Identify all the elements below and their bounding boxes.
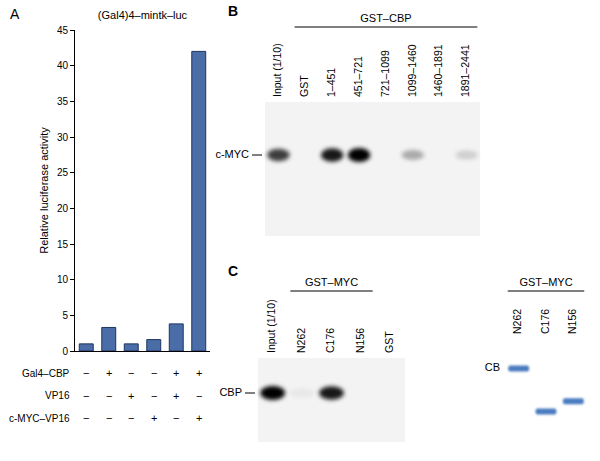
svg-text:−: −	[83, 412, 89, 424]
svg-text:N156: N156	[566, 309, 578, 334]
svg-text:+: +	[196, 367, 202, 379]
svg-text:CB: CB	[485, 361, 500, 373]
svg-text:1–451: 1–451	[325, 68, 337, 97]
svg-text:30: 30	[57, 132, 69, 143]
svg-text:N262: N262	[295, 328, 307, 353]
svg-text:B: B	[228, 3, 238, 19]
svg-text:−: −	[128, 367, 134, 379]
svg-text:c-MYC–VP16: c-MYC–VP16	[9, 413, 70, 424]
svg-text:Gal4–CBP: Gal4–CBP	[22, 368, 70, 379]
svg-text:C176: C176	[324, 328, 336, 353]
svg-text:c-MYC: c-MYC	[215, 148, 249, 160]
svg-text:Input (1/10): Input (1/10)	[271, 43, 283, 97]
svg-text:+: +	[106, 367, 112, 379]
svg-text:+: +	[173, 390, 179, 402]
svg-text:−: −	[151, 390, 157, 402]
svg-text:+: +	[196, 412, 202, 424]
svg-text:GST: GST	[383, 331, 395, 353]
svg-text:GST–MYC: GST–MYC	[519, 276, 572, 288]
svg-text:VP16: VP16	[45, 390, 70, 401]
svg-text:721–1099: 721–1099	[379, 50, 391, 97]
svg-text:GST: GST	[298, 75, 310, 97]
svg-text:35: 35	[57, 96, 69, 107]
svg-text:+: +	[151, 412, 157, 424]
svg-text:GST–MYC: GST–MYC	[305, 276, 358, 288]
svg-text:C176: C176	[539, 309, 551, 334]
svg-text:10: 10	[57, 274, 69, 285]
svg-text:1891–2441: 1891–2441	[459, 44, 471, 97]
svg-text:−: −	[196, 390, 202, 402]
svg-text:+: +	[128, 390, 134, 402]
svg-text:20: 20	[57, 203, 69, 214]
svg-text:(Gal4)4–mintk–luc: (Gal4)4–mintk–luc	[98, 9, 188, 21]
svg-text:Input (1/10): Input (1/10)	[265, 299, 277, 353]
svg-text:40: 40	[57, 60, 69, 71]
svg-text:−: −	[83, 390, 89, 402]
svg-text:25: 25	[57, 167, 69, 178]
svg-text:A: A	[10, 6, 20, 22]
svg-text:−: −	[106, 390, 112, 402]
svg-text:451–721: 451–721	[352, 56, 364, 97]
svg-text:N156: N156	[354, 328, 366, 353]
svg-text:+: +	[173, 367, 179, 379]
svg-text:15: 15	[57, 239, 69, 250]
svg-text:C: C	[228, 263, 238, 279]
svg-text:−: −	[173, 412, 179, 424]
svg-text:Relative luciferase activity: Relative luciferase activity	[38, 127, 50, 254]
svg-text:−: −	[151, 367, 157, 379]
svg-text:0: 0	[62, 346, 68, 357]
svg-text:N262: N262	[511, 309, 523, 334]
svg-text:GST–CBP: GST–CBP	[360, 12, 411, 24]
svg-text:45: 45	[57, 25, 69, 36]
svg-text:−: −	[128, 412, 134, 424]
svg-text:5: 5	[62, 310, 68, 321]
svg-text:1460–1891: 1460–1891	[432, 44, 444, 97]
svg-text:−: −	[83, 367, 89, 379]
svg-text:CBP: CBP	[219, 386, 242, 398]
svg-text:1099–1460: 1099–1460	[406, 44, 418, 97]
svg-text:−: −	[106, 412, 112, 424]
